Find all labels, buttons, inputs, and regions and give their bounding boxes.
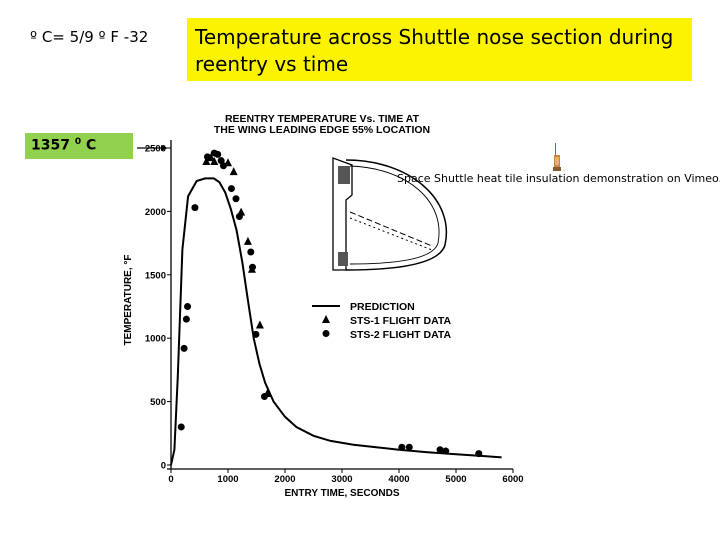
sts1-data-point <box>210 156 219 165</box>
conversion-formula: º C= 5/9 º F -32 <box>30 28 149 46</box>
sts2-data-point <box>442 447 450 455</box>
x-axis-label: ENTRY TIME, SECONDS <box>284 488 399 499</box>
legend-triangle-swatch <box>322 315 330 323</box>
legend-label: STS-2 FLIGHT DATA <box>350 329 452 341</box>
sts2-data-point <box>252 330 260 338</box>
sts1-data-point <box>229 167 238 176</box>
sts1-data-point <box>202 156 211 165</box>
y-tick-label: 500 <box>150 397 166 408</box>
x-tick-label: 3000 <box>331 474 352 485</box>
slide-title-box: Temperature across Shuttle nose section … <box>187 18 692 81</box>
annotation-value: 1357 <box>31 137 70 154</box>
sts2-data-point <box>436 446 444 454</box>
x-tick-label: 5000 <box>445 474 466 485</box>
sts2-data-point <box>260 393 268 401</box>
annotation-unit: C <box>85 137 97 154</box>
x-tick-label: 2000 <box>274 474 295 485</box>
legend-circle-swatch <box>322 330 330 337</box>
wing-spar <box>332 157 353 271</box>
annotation-arrow-head <box>161 145 168 151</box>
video-file-icon[interactable] <box>552 143 562 173</box>
sts2-data-point <box>182 315 190 323</box>
sts2-data-point <box>227 185 235 193</box>
leading-edge-inner <box>349 165 440 265</box>
video-link-label[interactable]: Space Shuttle heat tile insulation demon… <box>397 172 720 185</box>
y-tick-label: 1000 <box>145 334 166 345</box>
sts2-data-point <box>235 212 243 220</box>
slide-title: Temperature across Shuttle nose section … <box>195 25 674 76</box>
temperature-annotation-box: 1357 0 C <box>25 133 133 159</box>
sts2-data-point <box>247 248 255 256</box>
sts2-data-point <box>249 263 257 271</box>
legend-label: STS-1 FLIGHT DATA <box>350 315 452 327</box>
sts2-data-point <box>191 204 199 212</box>
chart-title: REENTRY TEMPERATURE Vs. TIME AT <box>225 113 420 125</box>
chart-subtitle: THE WING LEADING EDGE 55% LOCATION <box>214 124 430 136</box>
chart-legend: PREDICTION STS-1 FLIGHT DATA STS-2 FLIGHT … <box>312 301 452 341</box>
prediction-line <box>170 177 502 466</box>
leading-edge-outer <box>345 159 448 271</box>
wing-cross-section-diagram <box>332 157 448 271</box>
sts2-data-point <box>232 195 240 203</box>
y-tick-label: 2000 <box>145 207 166 218</box>
x-tick-label: 1000 <box>217 474 238 485</box>
attach-fitting-top <box>338 166 350 184</box>
sts2-data-point <box>184 303 192 310</box>
sts2-data-point <box>398 443 406 451</box>
y-tick-label: 1500 <box>145 270 166 281</box>
x-tick-label: 6000 <box>502 474 523 485</box>
attach-fitting-bottom <box>338 252 348 266</box>
sts2-data-point <box>214 150 222 158</box>
sts2-data-point <box>219 162 227 170</box>
y-axis-label: TEMPERATURE, °F <box>123 254 134 345</box>
x-tick-label: 4000 <box>388 474 409 485</box>
y-tick-label: 0 <box>161 461 166 472</box>
sts2-data-point <box>180 344 188 352</box>
y-tick-label: 2500 <box>145 144 166 155</box>
sts2-data-point <box>177 423 185 431</box>
sts2-data-point <box>475 450 483 458</box>
x-tick-label: 0 <box>168 474 173 485</box>
sts2-data-point <box>405 443 413 451</box>
location-line-upper <box>349 211 433 247</box>
location-line-lower <box>349 217 433 251</box>
sts1-data-point <box>255 320 264 329</box>
sts2-data-point <box>203 153 211 161</box>
annotation-degree: 0 <box>74 137 82 147</box>
sts1-data-point <box>243 236 252 245</box>
legend-label: PREDICTION <box>350 301 415 313</box>
